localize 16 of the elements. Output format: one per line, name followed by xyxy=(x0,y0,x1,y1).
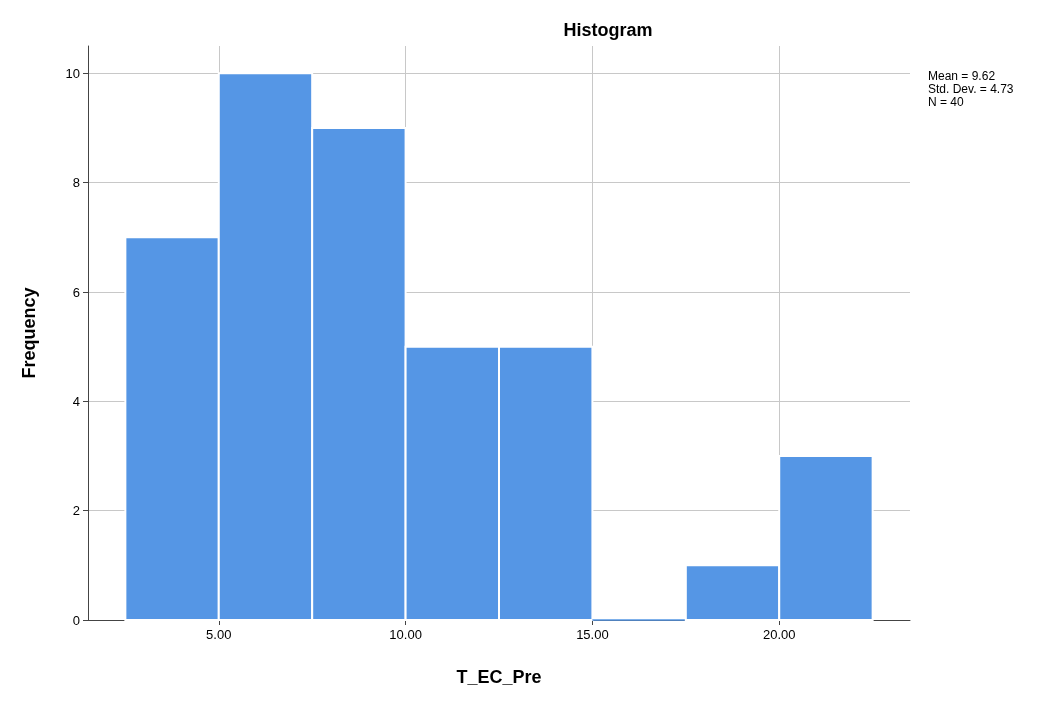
x-tick-label: 15.00 xyxy=(576,627,609,642)
y-tick-label: 8 xyxy=(72,175,80,191)
x-axis-title: T_EC_Pre xyxy=(456,667,542,687)
text: Std. Dev. = 4.73 xyxy=(928,82,1014,96)
y-axis-title: Frequency xyxy=(19,287,39,379)
y-tick-label: 6 xyxy=(72,284,80,300)
text: Mean = 9.62 xyxy=(928,69,996,83)
y-tick-label: 10 xyxy=(65,65,80,81)
text: N = 40 xyxy=(928,95,965,109)
x-tick-label: 5.00 xyxy=(206,627,232,642)
x-tick-label: 10.00 xyxy=(389,627,422,642)
chart-title: Histogram xyxy=(563,20,653,40)
y-tick-label: 0 xyxy=(72,612,80,628)
y-tick-label: 2 xyxy=(72,503,80,519)
y-tick-label: 4 xyxy=(72,393,80,409)
x-tick-label: 20.00 xyxy=(762,627,796,642)
